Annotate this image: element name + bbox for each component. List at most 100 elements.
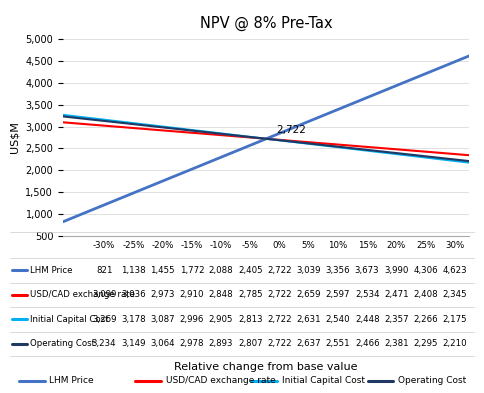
Text: 2,722: 2,722 <box>267 266 292 275</box>
LHM Price <box>399 81 405 86</box>
Operating Cost <box>196 129 201 134</box>
Text: 2,722: 2,722 <box>267 290 292 299</box>
Text: -25%: -25% <box>122 241 145 250</box>
Text: 2,722: 2,722 <box>267 315 292 324</box>
Operating Cost <box>399 151 405 156</box>
Initial Capital Cost <box>467 160 472 165</box>
Text: 3,149: 3,149 <box>121 340 146 349</box>
Text: 2,597: 2,597 <box>326 290 350 299</box>
USD/CAD exchange rate <box>399 147 405 152</box>
Text: Relative change from base value: Relative change from base value <box>174 362 358 373</box>
Text: 2,295: 2,295 <box>413 340 438 349</box>
Text: Initial Capital Cost: Initial Capital Cost <box>30 315 109 324</box>
Text: 25%: 25% <box>416 241 435 250</box>
Text: 2,466: 2,466 <box>355 340 379 349</box>
Text: 2,996: 2,996 <box>180 315 204 324</box>
LHM Price <box>365 95 371 99</box>
Text: 0%: 0% <box>272 241 287 250</box>
Title: NPV @ 8% Pre-Tax: NPV @ 8% Pre-Tax <box>200 16 333 31</box>
Initial Capital Cost <box>331 144 337 149</box>
Text: LHM Price: LHM Price <box>30 266 73 275</box>
Line: Operating Cost: Operating Cost <box>63 116 469 161</box>
Text: 2,210: 2,210 <box>442 340 467 349</box>
Text: 2,448: 2,448 <box>355 315 379 324</box>
LHM Price <box>433 67 439 72</box>
Initial Capital Cost <box>196 129 201 133</box>
USD/CAD exchange rate <box>94 123 100 127</box>
Text: 3,099: 3,099 <box>92 290 116 299</box>
USD/CAD exchange rate <box>433 150 439 155</box>
USD/CAD exchange rate <box>196 131 201 136</box>
LHM Price <box>229 150 235 155</box>
Text: 2,540: 2,540 <box>326 315 350 324</box>
Text: -20%: -20% <box>151 241 174 250</box>
Initial Capital Cost <box>433 156 439 161</box>
Text: 3,234: 3,234 <box>92 340 117 349</box>
Initial Capital Cost <box>94 116 100 121</box>
Text: -30%: -30% <box>93 241 115 250</box>
Text: 3,673: 3,673 <box>355 266 379 275</box>
Initial Capital Cost <box>60 112 66 117</box>
USD/CAD exchange rate <box>128 125 134 130</box>
Text: 2,978: 2,978 <box>180 340 204 349</box>
USD/CAD exchange rate <box>229 134 235 138</box>
LHM Price <box>94 206 100 210</box>
Initial Capital Cost <box>365 149 371 153</box>
Text: 3,064: 3,064 <box>151 340 175 349</box>
Text: 2,722: 2,722 <box>276 125 306 135</box>
Text: 1,138: 1,138 <box>121 266 146 275</box>
Initial Capital Cost <box>229 132 235 137</box>
USD/CAD exchange rate <box>467 153 472 158</box>
Initial Capital Cost <box>297 140 303 145</box>
Text: Operating Cost: Operating Cost <box>398 376 466 385</box>
Text: 2,722: 2,722 <box>267 340 292 349</box>
USD/CAD exchange rate <box>331 142 337 147</box>
Operating Cost <box>128 121 134 126</box>
Text: 3,356: 3,356 <box>326 266 350 275</box>
Line: USD/CAD exchange rate: USD/CAD exchange rate <box>63 122 469 155</box>
LHM Price <box>162 178 167 183</box>
LHM Price <box>331 109 337 114</box>
Text: -5%: -5% <box>242 241 259 250</box>
Text: 2,381: 2,381 <box>384 340 408 349</box>
Text: Operating Cost: Operating Cost <box>30 340 95 349</box>
Text: 2,175: 2,175 <box>442 315 467 324</box>
Text: USD/CAD exchange rate: USD/CAD exchange rate <box>166 376 275 385</box>
USD/CAD exchange rate <box>365 145 371 149</box>
Line: Initial Capital Cost: Initial Capital Cost <box>63 115 469 163</box>
Text: 3,087: 3,087 <box>151 315 175 324</box>
Text: 2,631: 2,631 <box>296 315 321 324</box>
Operating Cost <box>331 144 337 149</box>
USD/CAD exchange rate <box>263 136 269 141</box>
Operating Cost <box>263 136 269 141</box>
Text: 15%: 15% <box>358 241 377 250</box>
Text: 2,910: 2,910 <box>180 290 204 299</box>
USD/CAD exchange rate <box>297 139 303 144</box>
Initial Capital Cost <box>162 125 167 129</box>
Text: 1,455: 1,455 <box>151 266 175 275</box>
Text: 821: 821 <box>96 266 112 275</box>
LHM Price <box>467 53 472 58</box>
Text: 2,534: 2,534 <box>355 290 379 299</box>
LHM Price <box>60 219 66 224</box>
Text: 2,813: 2,813 <box>238 315 263 324</box>
Text: 20%: 20% <box>387 241 406 250</box>
Text: 2,659: 2,659 <box>297 290 321 299</box>
Text: 2,637: 2,637 <box>296 340 321 349</box>
Operating Cost <box>94 118 100 123</box>
Text: 10%: 10% <box>328 241 348 250</box>
Text: 2,893: 2,893 <box>209 340 233 349</box>
Operating Cost <box>365 148 371 152</box>
LHM Price <box>297 123 303 127</box>
Text: 4,306: 4,306 <box>413 266 438 275</box>
Text: 2,848: 2,848 <box>209 290 233 299</box>
Text: -10%: -10% <box>210 241 232 250</box>
Initial Capital Cost <box>263 136 269 141</box>
Text: 2,088: 2,088 <box>209 266 233 275</box>
Line: LHM Price: LHM Price <box>63 56 469 222</box>
Text: 2,973: 2,973 <box>151 290 175 299</box>
Text: USD/CAD exchange rate: USD/CAD exchange rate <box>30 290 136 299</box>
LHM Price <box>196 164 201 169</box>
Text: 1,772: 1,772 <box>180 266 204 275</box>
Text: 2,345: 2,345 <box>442 290 467 299</box>
